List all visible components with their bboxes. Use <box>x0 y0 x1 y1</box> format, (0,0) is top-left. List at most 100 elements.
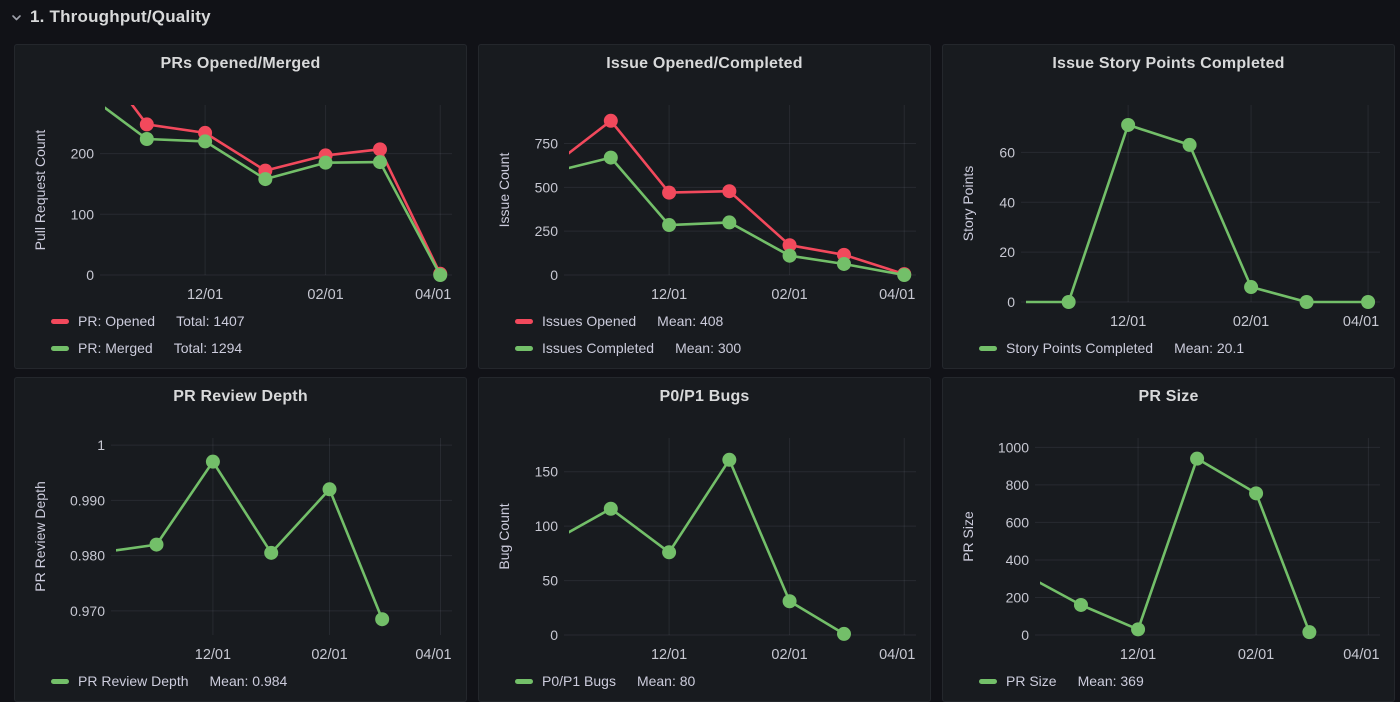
x-tick-label: 02/01 <box>771 647 807 663</box>
legend-item[interactable]: PR: Opened Total: 1407 <box>51 312 245 330</box>
data-point[interactable] <box>433 268 448 282</box>
panel-title[interactable]: PRs Opened/Merged <box>160 55 321 72</box>
chart-canvas[interactable]: 0 100 200 12/01 02/01 04/01 Pull Request Count <box>15 45 466 368</box>
y-axis-label: PR Review Depth <box>32 481 48 592</box>
data-point[interactable] <box>1361 295 1376 309</box>
panel-issue-opened-completed: 0 250 500 750 12/01 02/01 04/01 Issue Count Iss… <box>478 44 931 369</box>
legend-series-stat: Mean: 20.1 <box>1174 340 1245 356</box>
x-tick-label: 04/01 <box>879 647 915 663</box>
legend-item[interactable]: PR Review Depth Mean: 0.984 <box>51 672 287 690</box>
x-tick-label: 12/01 <box>195 647 231 663</box>
data-point[interactable] <box>375 612 390 627</box>
legend-item[interactable]: Story Points Completed Mean: 20.1 <box>979 339 1244 357</box>
series-line <box>569 458 846 636</box>
data-point[interactable] <box>322 482 337 497</box>
data-point[interactable] <box>149 537 164 552</box>
data-point[interactable] <box>836 626 851 641</box>
data-point[interactable] <box>662 218 677 233</box>
data-point[interactable] <box>603 150 618 165</box>
y-tick-label: 100 <box>71 206 95 222</box>
data-point[interactable] <box>782 248 797 263</box>
y-tick-label: 250 <box>535 223 559 239</box>
legend-series-swatch <box>51 678 69 684</box>
legend-item[interactable]: Issues Completed Mean: 300 <box>515 339 741 357</box>
panel-title[interactable]: PR Review Depth <box>173 388 308 405</box>
x-tick-label: 02/01 <box>1233 314 1269 330</box>
panel-title[interactable]: PR Size <box>1138 388 1199 405</box>
legend-series-stat: Total: 1407 <box>176 313 245 329</box>
legend-series-stat: Mean: 369 <box>1077 673 1144 689</box>
y-axis-label: PR Size <box>960 511 976 562</box>
legend: PR Review Depth Mean: 0.984 <box>51 672 287 690</box>
chart-canvas[interactable]: 0 200 400 600 800 1000 12/01 02/01 04/01 PR Size <box>943 378 1394 701</box>
legend-series-label: Story Points Completed <box>1006 340 1154 356</box>
panel-issue-story-points-completed: 0 20 40 60 12/01 02/01 04/01 Story Points Issue… <box>942 44 1395 369</box>
data-point[interactable] <box>205 454 220 469</box>
data-point[interactable] <box>1121 117 1136 132</box>
data-point[interactable] <box>258 172 273 187</box>
x-tick-label: 04/01 <box>415 647 451 663</box>
data-point[interactable] <box>722 215 737 230</box>
data-point[interactable] <box>782 238 797 253</box>
y-tick-label: 200 <box>1006 589 1030 605</box>
chart-canvas[interactable]: 0 250 500 750 12/01 02/01 04/01 Issue Count <box>479 45 930 368</box>
x-tick-label: 12/01 <box>1110 314 1146 330</box>
data-point[interactable] <box>372 142 387 157</box>
data-point[interactable] <box>1244 280 1259 295</box>
data-point[interactable] <box>782 594 797 609</box>
y-tick-label: 20 <box>999 244 1015 260</box>
legend: Story Points Completed Mean: 20.1 <box>979 339 1244 357</box>
data-point[interactable] <box>836 256 851 271</box>
legend: PR: Opened Total: 1407 PR: Merged Total: 12… <box>51 312 245 357</box>
legend-item[interactable]: Issues Opened Mean: 408 <box>515 312 741 330</box>
data-point[interactable] <box>139 132 154 146</box>
series-line <box>130 105 442 276</box>
legend-series-swatch <box>515 345 533 351</box>
chart-canvas[interactable]: 0.970 0.980 0.990 1 12/01 02/01 04/01 PR Review… <box>15 378 466 701</box>
data-point[interactable] <box>662 185 677 200</box>
y-tick-label: 60 <box>999 144 1015 160</box>
data-point[interactable] <box>1131 622 1146 637</box>
x-tick-label: 12/01 <box>1120 647 1156 663</box>
panel-pr-size: 0 200 400 600 800 1000 12/01 02/01 04/01 PR Size … <box>942 377 1395 702</box>
legend-item[interactable]: PR Size Mean: 369 <box>979 672 1144 690</box>
x-tick-label: 04/01 <box>879 287 915 303</box>
legend: PR Size Mean: 369 <box>979 672 1144 690</box>
chevron-down-icon <box>10 11 23 24</box>
data-point[interactable] <box>1073 597 1088 612</box>
legend-series-label: PR: Merged <box>78 340 153 356</box>
y-tick-label: 600 <box>1006 514 1030 530</box>
data-point[interactable] <box>1061 295 1076 309</box>
legend-item[interactable]: P0/P1 Bugs Mean: 80 <box>515 672 695 690</box>
data-point[interactable] <box>603 501 618 516</box>
data-point[interactable] <box>372 155 387 170</box>
y-tick-label: 100 <box>535 518 559 534</box>
data-point[interactable] <box>1249 486 1264 501</box>
data-point[interactable] <box>897 268 912 282</box>
data-point[interactable] <box>722 452 737 467</box>
data-point[interactable] <box>264 545 279 560</box>
x-tick-label: 04/01 <box>1343 647 1379 663</box>
data-point[interactable] <box>603 113 618 128</box>
legend: P0/P1 Bugs Mean: 80 <box>515 672 695 690</box>
chart-canvas[interactable]: 0 50 100 150 12/01 02/01 04/01 Bug Count <box>479 378 930 701</box>
data-point[interactable] <box>1302 625 1317 640</box>
data-point[interactable] <box>1299 295 1314 309</box>
section-header-throughput-quality[interactable]: 1. Throughput/Quality <box>0 0 211 34</box>
legend-series-stat: Mean: 80 <box>636 673 696 689</box>
data-point[interactable] <box>722 184 737 199</box>
data-point[interactable] <box>318 155 333 170</box>
data-point[interactable] <box>1190 451 1205 466</box>
panel-title[interactable]: Issue Story Points Completed <box>1052 55 1285 72</box>
panel-title[interactable]: P0/P1 Bugs <box>659 388 750 405</box>
data-point[interactable] <box>1182 137 1197 152</box>
y-tick-label: 0 <box>1007 294 1015 310</box>
chart-canvas[interactable]: 0 20 40 60 12/01 02/01 04/01 Story Points <box>943 45 1394 368</box>
data-point[interactable] <box>139 117 154 132</box>
legend-item[interactable]: PR: Merged Total: 1294 <box>51 339 245 357</box>
panel-title[interactable]: Issue Opened/Completed <box>606 55 803 72</box>
legend-series-swatch <box>979 678 997 684</box>
data-point[interactable] <box>662 545 677 560</box>
legend-series-swatch <box>51 345 69 351</box>
data-point[interactable] <box>198 134 213 149</box>
